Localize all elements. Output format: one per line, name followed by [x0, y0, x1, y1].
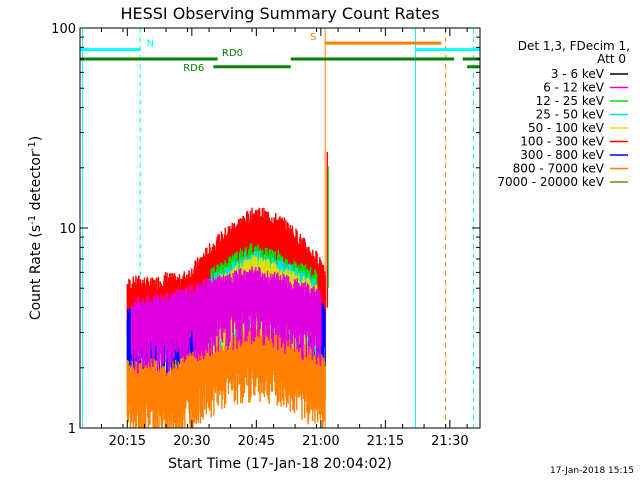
- chart-title: HESSI Observing Summary Count Rates: [120, 4, 439, 23]
- data-point: [229, 264, 232, 267]
- data-point: [324, 271, 326, 274]
- legend-header-2: Att 0: [597, 52, 626, 66]
- legend-header-1: Det 1,3, FDecim 1,: [518, 39, 630, 53]
- data-point: [191, 274, 193, 277]
- legend-label: 50 - 100 keV: [528, 121, 605, 135]
- data-point: [320, 264, 322, 267]
- data-point: [178, 366, 180, 369]
- data-point: [324, 311, 326, 313]
- data-point: [126, 366, 129, 369]
- data-point: [126, 318, 129, 320]
- data-point: [272, 270, 275, 272]
- data-point: [203, 258, 206, 260]
- data-point: [229, 231, 232, 234]
- legend-label: 100 - 300 keV: [520, 135, 604, 149]
- data-point: [139, 371, 142, 374]
- data-point: [165, 376, 167, 378]
- flag-n: N: [80, 39, 480, 52]
- series-800-7000-kev: [126, 322, 326, 428]
- data-point: [165, 302, 167, 305]
- legend-label: 3 - 6 keV: [551, 67, 605, 81]
- legend-label: 800 - 7000 keV: [513, 162, 605, 176]
- y-tick-label: 10: [59, 222, 76, 237]
- data-point: [126, 287, 129, 290]
- data-point: [165, 280, 167, 283]
- data-point: [307, 354, 309, 357]
- data-point: [139, 283, 142, 286]
- legend-label: 7000 - 20000 keV: [497, 175, 604, 189]
- data-point: [251, 264, 253, 267]
- x-tick-label: 21:30: [431, 434, 468, 449]
- legend-label: 12 - 25 keV: [536, 94, 605, 108]
- x-axis-label: Start Time (17-Jan-18 20:04:02): [168, 456, 392, 472]
- legend-label: 300 - 800 keV: [520, 148, 604, 162]
- data-point: [152, 287, 154, 290]
- data-point: [178, 283, 180, 286]
- data-point: [294, 236, 296, 238]
- data-point: [208, 287, 210, 290]
- data-point: [152, 366, 154, 369]
- timestamp: 17-Jan-2018 15:15: [550, 466, 634, 476]
- x-tick-label: 20:15: [109, 434, 146, 449]
- y-tick-label: 100: [51, 22, 76, 37]
- data-point: [130, 306, 133, 309]
- legend-label: 25 - 50 keV: [536, 108, 605, 122]
- data-point: [320, 296, 322, 299]
- flag-rd6: RD6: [183, 63, 480, 74]
- data-point: [251, 252, 253, 254]
- flag-label: S: [310, 32, 316, 43]
- series-trace: [130, 266, 322, 374]
- series-6-12-kev: [130, 266, 322, 374]
- x-tick-label: 20:45: [238, 434, 275, 449]
- legend-label: 6 - 12 keV: [543, 81, 605, 95]
- x-tick-label: 21:15: [367, 434, 404, 449]
- flag-label: RD0: [222, 48, 243, 59]
- x-tick-label: 21:00: [302, 434, 339, 449]
- flag-s: S: [310, 32, 442, 45]
- data-point: [315, 279, 318, 281]
- data-point: [255, 215, 258, 217]
- data-point: [242, 222, 245, 225]
- data-point: [294, 287, 296, 290]
- data-point: [216, 244, 219, 247]
- series-trace: [126, 322, 326, 428]
- x-tick-label: 20:30: [173, 434, 210, 449]
- y-tick-label: 1: [68, 422, 76, 437]
- data-point: [191, 358, 193, 361]
- y-axis-label: Count Rate (s-1 detector-1): [27, 136, 44, 320]
- data-point: [281, 225, 283, 228]
- data-point: [251, 274, 253, 277]
- flag-label: N: [147, 39, 154, 50]
- flag-label: RD6: [183, 63, 204, 74]
- data-point: [268, 218, 271, 221]
- data-point: [324, 366, 326, 369]
- data-point: [307, 252, 309, 254]
